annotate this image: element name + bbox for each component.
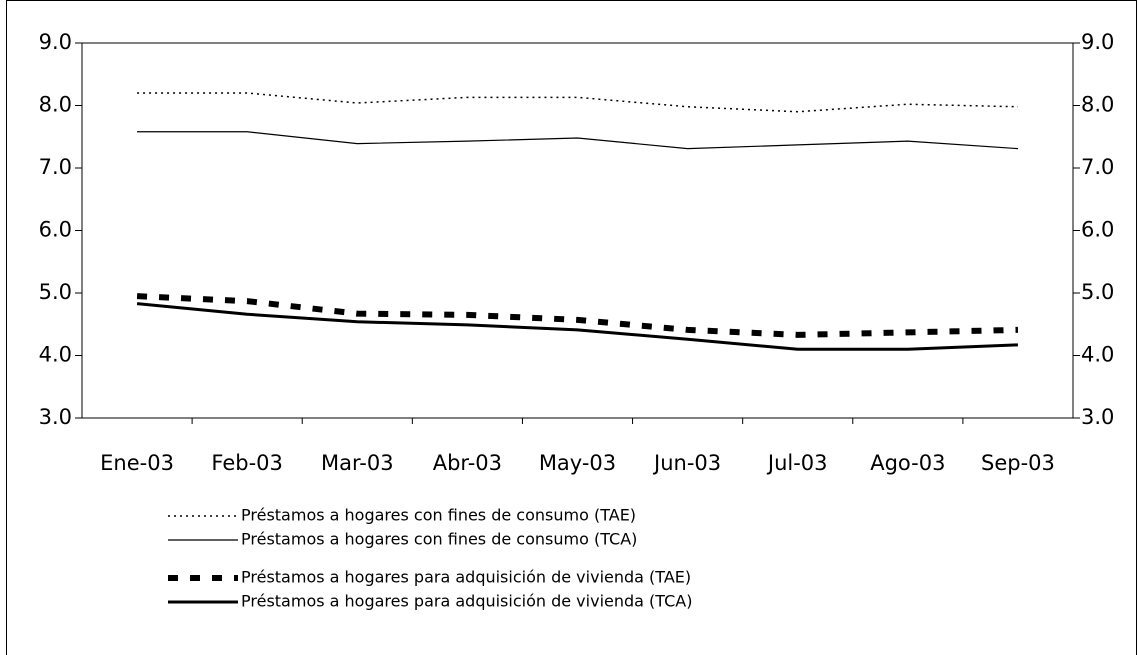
legend-label: Préstamos a hogares con fines de consumo…: [241, 506, 636, 525]
series-line: [136, 302, 1019, 351]
y-tick-label: 7.0: [39, 155, 72, 179]
y-tick-label: 4.0: [39, 343, 72, 367]
y2-tick-label: 5.0: [1081, 280, 1114, 304]
x-tick-label: Sep-03: [981, 451, 1055, 475]
chart-frame: [6, 0, 1137, 655]
legend-label: Préstamos a hogares con fines de consumo…: [241, 530, 637, 549]
series-line: [136, 293, 1019, 338]
y-tick-label: 8.0: [39, 93, 72, 117]
y2-tick-label: 4.0: [1081, 343, 1114, 367]
x-tick-label: Abr-03: [433, 451, 502, 475]
y-tick-label: 6.0: [39, 218, 72, 242]
legend-label: Préstamos a hogares para adquisición de …: [241, 592, 692, 611]
y-tick-label: 3.0: [39, 405, 72, 429]
x-tick-label: Jun-03: [652, 451, 721, 475]
y2-tick-label: 8.0: [1081, 93, 1114, 117]
x-tick-label: Ene-03: [100, 451, 174, 475]
y2-tick-label: 6.0: [1081, 218, 1114, 242]
x-tick-label: Ago-03: [870, 451, 945, 475]
y2-tick-label: 3.0: [1081, 405, 1114, 429]
x-tick-label: May-03: [539, 451, 616, 475]
x-tick-label: Jul-03: [766, 451, 828, 475]
x-tick-label: Feb-03: [211, 451, 282, 475]
y-tick-label: 9.0: [39, 30, 72, 54]
x-tick-label: Mar-03: [321, 451, 394, 475]
y2-tick-label: 7.0: [1081, 155, 1114, 179]
y-tick-label: 5.0: [39, 280, 72, 304]
y2-tick-label: 9.0: [1081, 30, 1114, 54]
series-line: [137, 131, 1018, 150]
legend-label: Préstamos a hogares para adquisición de …: [241, 568, 691, 587]
